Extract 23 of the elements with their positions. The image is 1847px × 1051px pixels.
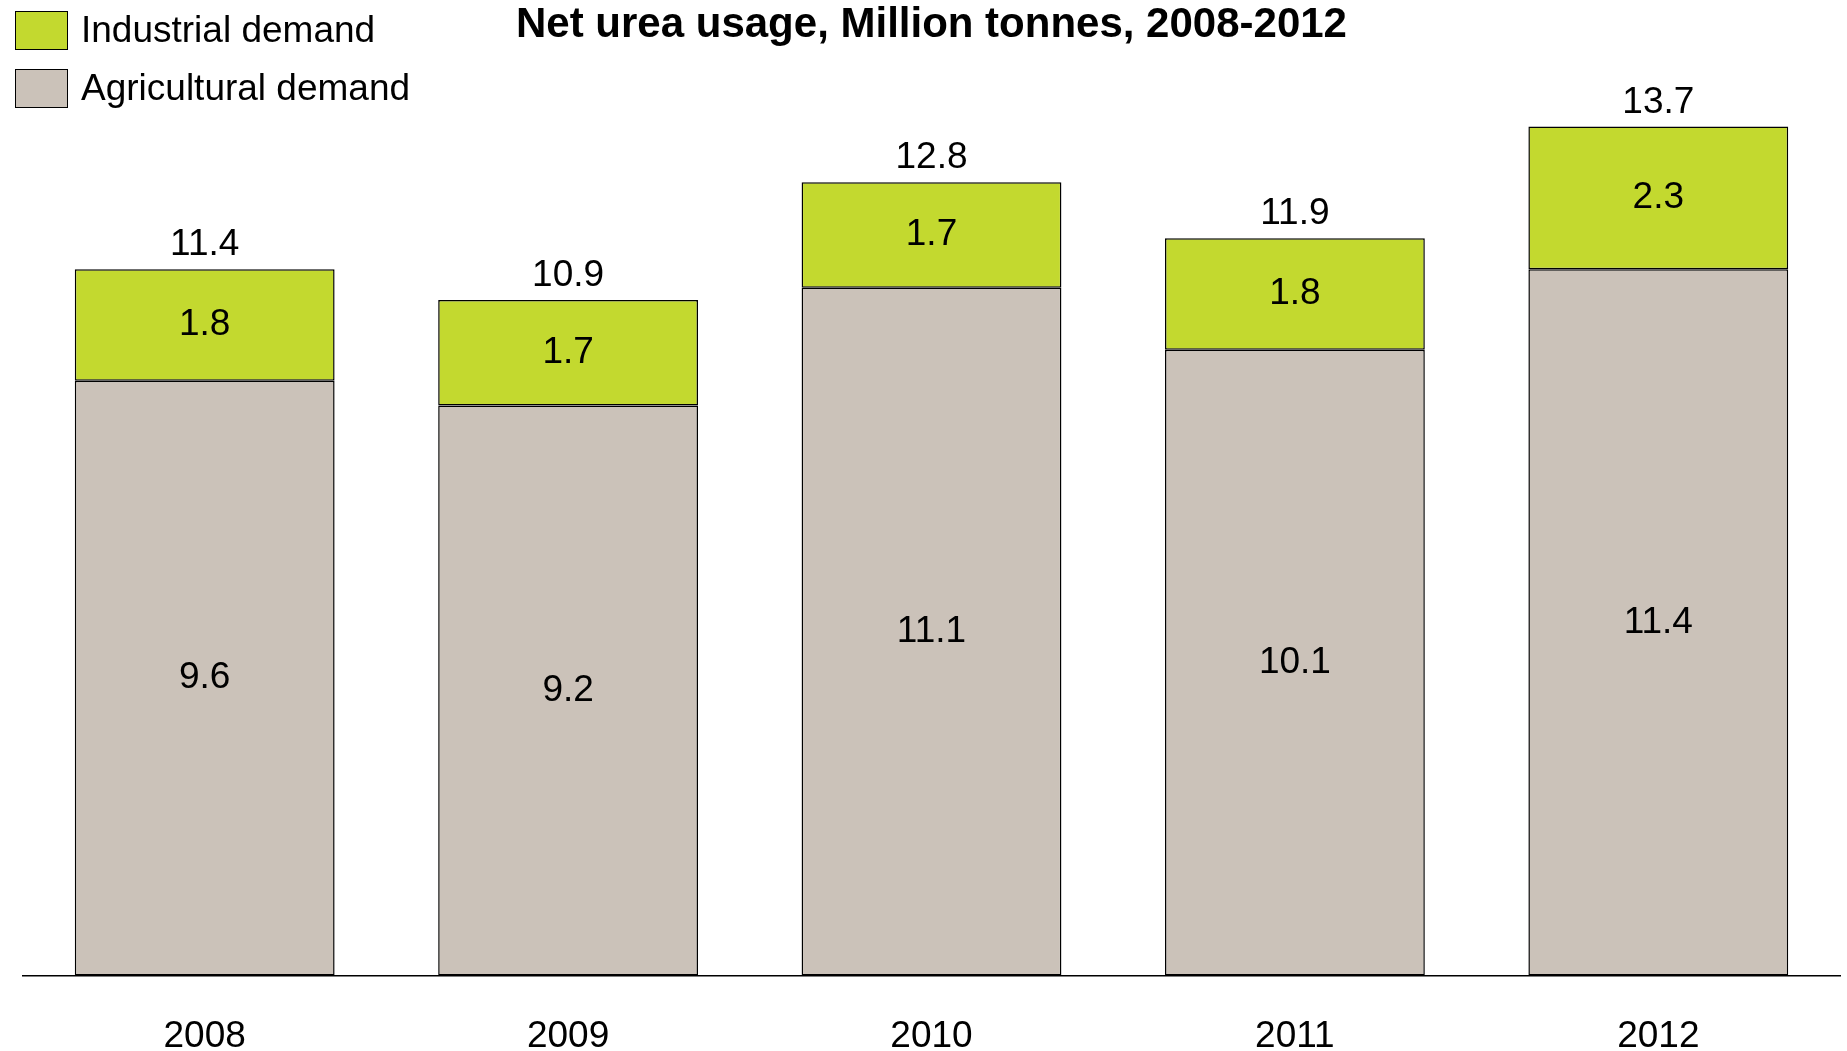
total-label: 11.9 (1260, 191, 1330, 233)
total-label: 13.7 (1622, 79, 1695, 121)
data-label: 1.7 (542, 329, 594, 371)
legend-label: Industrial demand (81, 9, 376, 50)
legend-label: Agricultural demand (81, 67, 411, 108)
data-label: 11.4 (1623, 599, 1693, 641)
data-label: 9.2 (542, 667, 594, 709)
data-label: 1.8 (178, 302, 231, 344)
x-tick-label: 2010 (890, 1014, 973, 1051)
data-label: 11.1 (896, 608, 967, 650)
total-label: 11.4 (170, 222, 240, 264)
data-label: 2.3 (1632, 175, 1685, 217)
data-label: 10.1 (1258, 639, 1331, 681)
x-tick-label: 2008 (163, 1014, 246, 1051)
data-label: 1.8 (1269, 271, 1321, 313)
total-label: 12.8 (895, 135, 968, 177)
total-label: 10.9 (532, 253, 605, 295)
data-label: 1.7 (905, 212, 958, 254)
x-tick-label: 2009 (526, 1014, 610, 1051)
x-tick-label: 2011 (1255, 1014, 1335, 1051)
data-label: 9.6 (178, 655, 231, 697)
x-tick-label: 2012 (1617, 1014, 1700, 1051)
chart-title: Net urea usage, Million tonnes, 2008-2012 (516, 0, 1347, 46)
